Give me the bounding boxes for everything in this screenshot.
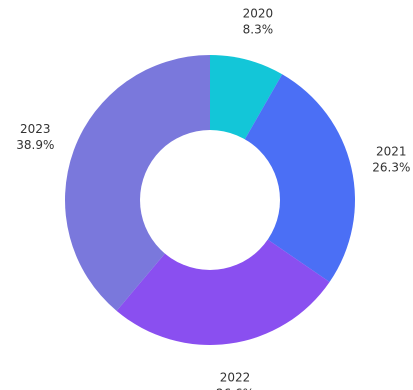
slice-category-label: 2020 [243, 6, 274, 20]
slice-value-label: 8.3% [243, 22, 274, 36]
slice-category-label: 2023 [20, 122, 51, 136]
slice-value-label: 26.6% [216, 386, 254, 390]
donut-hole [140, 130, 280, 270]
slice-2022 [116, 200, 330, 345]
slice-2021 [210, 74, 355, 282]
slice-category-label: 2021 [376, 145, 407, 159]
slice-category-label: 2022 [220, 370, 251, 384]
labels-group: 2020 8.3% 2021 26.3% 2022 26.6% 2023 38.9% [16, 6, 410, 390]
slice-value-label: 26.3% [372, 161, 410, 175]
slice-2023 [65, 55, 210, 311]
slice-value-label: 38.9% [16, 138, 54, 152]
